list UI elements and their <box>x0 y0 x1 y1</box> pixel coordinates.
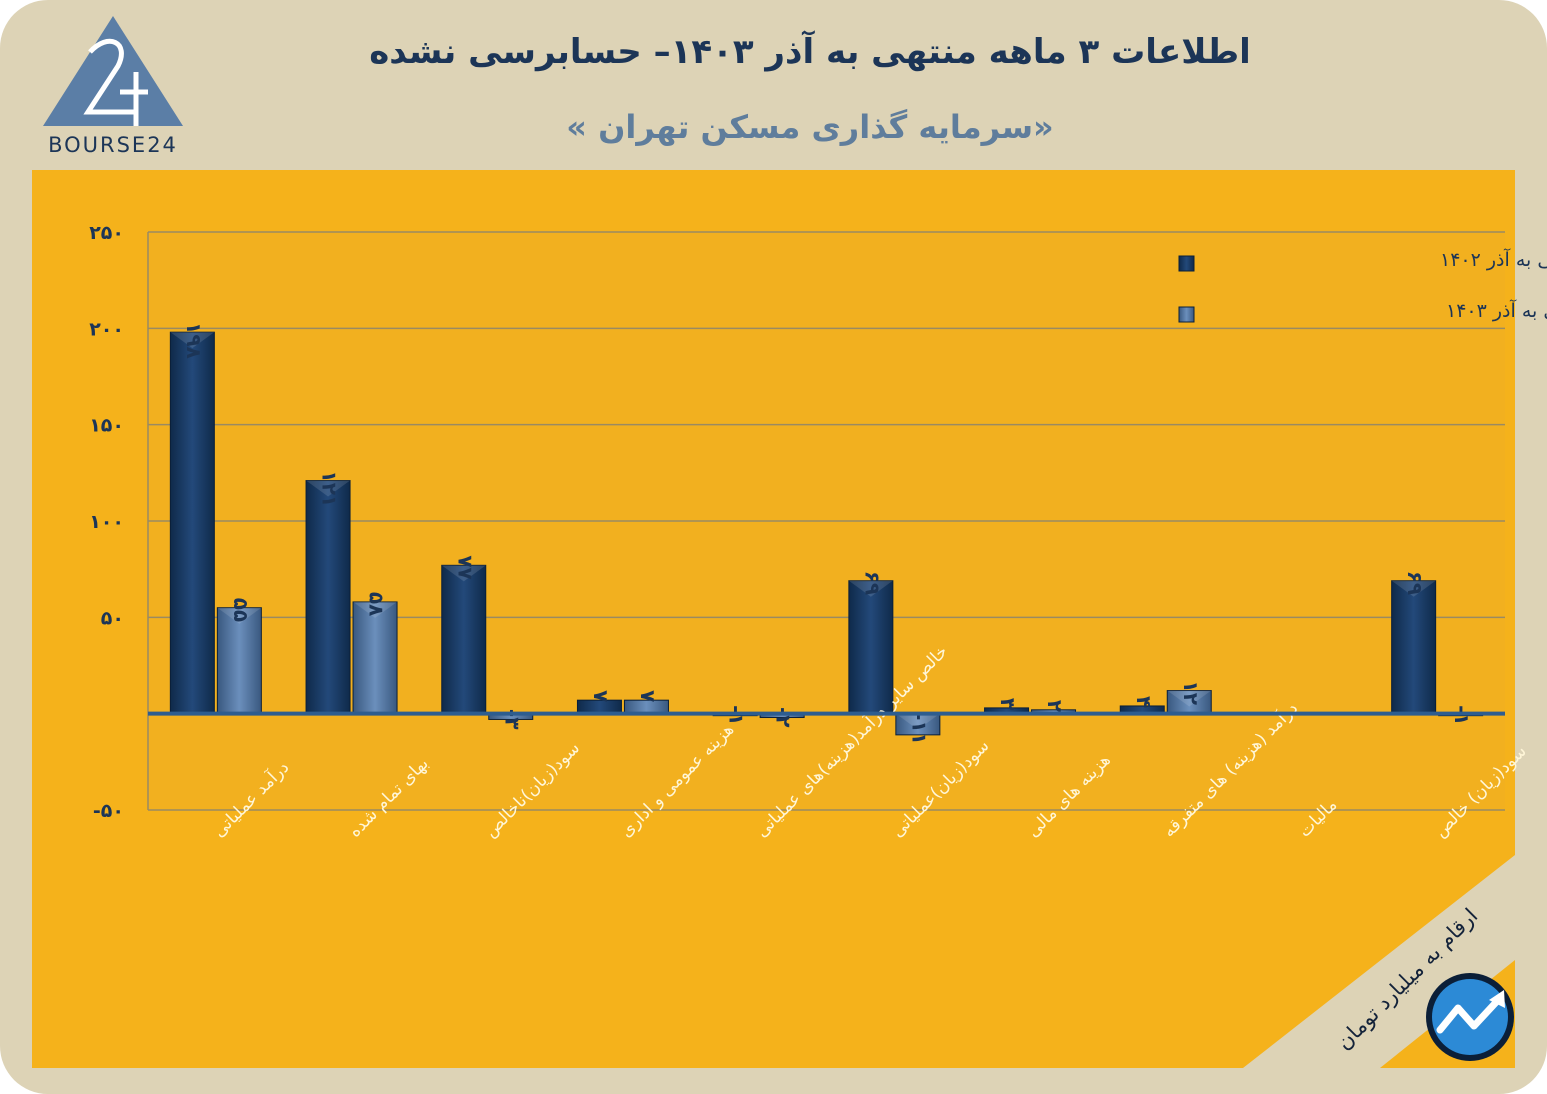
bar-s0-c5 <box>848 580 894 715</box>
y-tick-label-1: ۲۰۰ <box>89 318 124 340</box>
legend-swatch-1403 <box>1178 306 1195 323</box>
value-label-s0-c7: ۴ <box>1132 696 1156 708</box>
value-label-s1-c4: -۲ <box>772 707 796 728</box>
bars <box>169 331 1484 736</box>
y-tick-label-3: ۱۰۰ <box>89 511 124 533</box>
value-label-s1-c7: ۱۲ <box>1179 681 1203 705</box>
value-label-s1-c0: ۵۵ <box>229 598 253 622</box>
page-subtitle: «سرمایه گذاری مسکن تهران » <box>566 108 1054 146</box>
bar-bevel-s0-c9 <box>1391 580 1436 597</box>
value-label-s0-c0: ۱۹۸ <box>182 322 206 359</box>
bar-bevel-s1-c7 <box>1167 690 1212 707</box>
bar-bevel-s0-c1 <box>306 480 351 497</box>
y-tick-label-0: ۲۵۰ <box>89 222 124 244</box>
trend-arrow-icon <box>1426 973 1514 1061</box>
logo-text: BOURSE24 <box>48 133 178 157</box>
legend-swatch-1402 <box>1178 255 1195 272</box>
bar-bevel-s0-c2 <box>441 565 486 582</box>
bar-bevel-s1-c0 <box>217 607 262 624</box>
value-label-s0-c9: ۶۹ <box>1403 571 1427 595</box>
value-label-s1-c3: ۷ <box>636 690 660 702</box>
bar-bevel-s1-c1 <box>353 601 398 618</box>
value-label-s0-c6: ۳ <box>996 698 1020 710</box>
value-label-s1-c1: ۵۸ <box>365 592 389 616</box>
bourse24-logo: BOURSE24 <box>43 16 183 157</box>
y-tick-label-4: ۵۰ <box>101 607 124 629</box>
bar-s0-c2 <box>441 564 487 715</box>
value-label-s1-c5: -۱۱ <box>907 712 931 745</box>
bar-bevel-s0-c0 <box>170 332 215 349</box>
bar-s0-c1 <box>305 480 351 715</box>
logo-24-mark-icon <box>83 38 148 126</box>
value-label-s0-c3: ۷ <box>589 690 613 702</box>
bar-bevel-s0-c5 <box>848 580 893 597</box>
y-tick-label-5: -۵۰ <box>93 800 124 822</box>
bar-s0-c0 <box>169 331 215 715</box>
bar-s1-c0 <box>216 607 262 715</box>
value-label-s0-c2: ۷۷ <box>453 555 477 579</box>
y-axis-ticks: ۲۵۰ ۲۰۰ ۱۵۰ ۱۰۰ ۵۰ -۵۰ <box>89 222 124 822</box>
legend-label-1402: عملکرد منتهی به آذر ۱۴۰۲ <box>1440 247 1547 271</box>
value-label-s0-c1: ۱۲۱ <box>318 471 342 508</box>
legend-label-1403: عملکرد منتهی به آذر ۱۴۰۳ <box>1446 298 1547 322</box>
legend: عملکرد منتهی به آذر ۱۴۰۲ عملکرد منتهی به… <box>1178 247 1547 323</box>
value-label-s0-c5: ۶۹ <box>860 571 884 595</box>
bar-s1-c1 <box>352 601 398 715</box>
page-title: اطلاعات ۳ ماهه منتهی به آذر ۱۴۰۳– حسابرس… <box>369 32 1251 72</box>
y-tick-label-2: ۱۵۰ <box>89 415 124 437</box>
bar-bevel-s1-c5 <box>895 713 940 730</box>
value-label-s1-c6: ۲ <box>1043 700 1067 712</box>
bar-s0-c9 <box>1391 580 1437 715</box>
